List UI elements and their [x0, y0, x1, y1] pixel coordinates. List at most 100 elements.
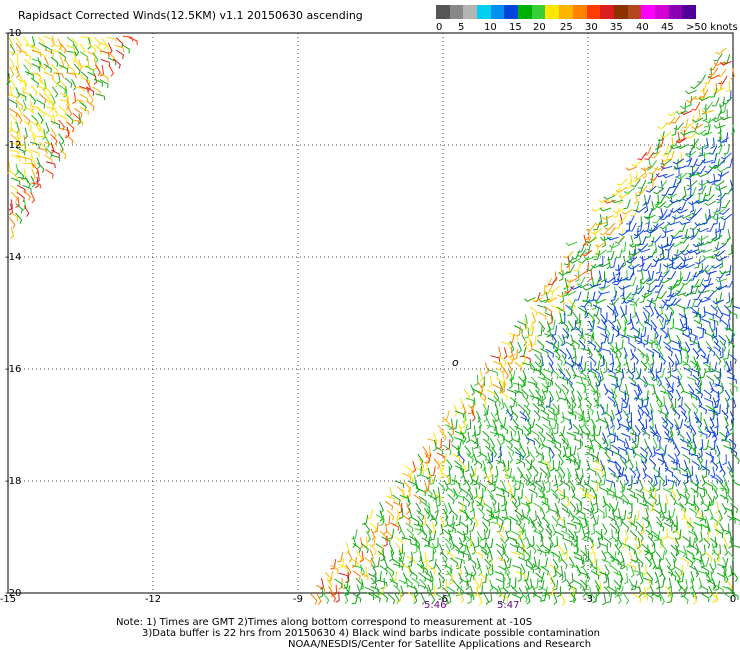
wind-barb	[706, 236, 717, 244]
wind-barb	[99, 42, 109, 51]
wind-barb	[504, 474, 514, 482]
wind-barb	[708, 409, 718, 417]
wind-barb	[555, 355, 563, 366]
wind-barb	[703, 101, 714, 110]
wind-barb	[671, 398, 677, 410]
wind-barb	[359, 578, 364, 591]
wind-barb	[8, 36, 13, 49]
wind-barb	[600, 271, 606, 283]
wind-barb	[612, 207, 625, 214]
wind-barb	[589, 438, 594, 450]
wind-barb	[458, 591, 465, 604]
wind-barb	[726, 292, 731, 304]
wind-barb	[701, 465, 710, 475]
scale-swatch	[654, 5, 670, 19]
wind-barb	[625, 418, 630, 431]
wind-barb	[711, 234, 723, 242]
wind-barb	[630, 514, 636, 526]
wind-barb	[721, 503, 728, 515]
wind-speed-color-scale: 0 5 10 15 20 25 30 35 40 45 >50 knots	[436, 5, 740, 35]
wind-barb	[621, 255, 627, 268]
wind-barb	[627, 368, 635, 380]
wind-barb	[616, 592, 622, 605]
wind-barb	[603, 542, 609, 555]
wind-barb	[725, 265, 732, 276]
wind-barb	[646, 227, 659, 234]
wind-barb	[675, 110, 688, 115]
wind-barb	[619, 482, 626, 493]
wind-barb	[582, 494, 592, 503]
wind-barb	[680, 587, 688, 598]
wind-barb	[704, 311, 714, 320]
wind-barb	[698, 179, 703, 191]
wind-barb	[23, 190, 31, 201]
wind-barb	[648, 458, 657, 469]
wind-barb	[555, 390, 561, 403]
wind-barb	[712, 299, 725, 305]
wind-barb	[627, 313, 632, 325]
wind-barb	[44, 56, 49, 69]
wind-barb	[666, 565, 674, 577]
wind-barb	[728, 438, 737, 450]
wind-barb	[501, 341, 511, 349]
wind-barb	[617, 515, 623, 528]
wind-barb	[576, 276, 586, 285]
wind-barb	[701, 109, 714, 114]
wind-barb	[436, 495, 441, 508]
wind-barb	[643, 339, 653, 349]
wind-barb	[433, 493, 443, 502]
wind-barb	[665, 311, 673, 322]
wind-barb	[686, 438, 693, 451]
wind-barb	[527, 459, 533, 471]
wind-barb	[465, 535, 474, 547]
wind-barb	[94, 64, 101, 76]
wind-barb	[699, 89, 709, 98]
wind-barb	[662, 173, 675, 179]
wind-barb	[523, 570, 530, 582]
wind-barb	[587, 361, 592, 373]
wind-barb	[577, 283, 590, 289]
wind-barb	[508, 346, 513, 359]
wind-barb	[664, 313, 670, 326]
wind-barb	[578, 416, 587, 426]
wind-barb	[431, 522, 436, 534]
wind-barb	[616, 437, 626, 447]
wind-barb	[122, 35, 134, 42]
wind-barb	[482, 459, 487, 472]
wind-barb	[539, 535, 544, 548]
wind-barb	[687, 299, 696, 309]
wind-barb	[369, 544, 377, 555]
wind-barb	[616, 536, 623, 549]
wind-barb	[616, 319, 622, 331]
wind-barb	[655, 139, 660, 150]
wind-barb	[528, 578, 533, 590]
wind-barb	[692, 592, 697, 605]
wind-barb	[707, 346, 716, 357]
wind-barb	[515, 479, 522, 491]
wind-barb	[456, 559, 463, 570]
wind-barb	[726, 370, 735, 380]
wind-barb	[455, 515, 462, 527]
wind-barb	[637, 320, 645, 332]
wind-barb	[654, 164, 666, 171]
scale-swatch	[641, 5, 656, 19]
wind-barb	[457, 482, 462, 495]
wind-barb	[433, 439, 438, 452]
wind-barb	[682, 194, 694, 202]
wind-barb	[658, 304, 663, 317]
wind-barb	[489, 494, 497, 506]
wind-barb	[400, 585, 405, 598]
wind-barb	[392, 494, 401, 505]
wind-barb	[508, 332, 518, 341]
wind-barb	[320, 577, 325, 590]
wind-barb	[682, 326, 693, 334]
wind-barb	[595, 530, 604, 541]
wind-barb	[685, 171, 696, 180]
wind-barb	[365, 530, 371, 543]
wind-barb	[623, 347, 628, 359]
wind-barb	[482, 516, 491, 527]
wind-barb	[715, 551, 720, 563]
wind-barb	[555, 404, 560, 416]
wind-barb	[602, 432, 607, 445]
wind-barb	[658, 474, 665, 486]
